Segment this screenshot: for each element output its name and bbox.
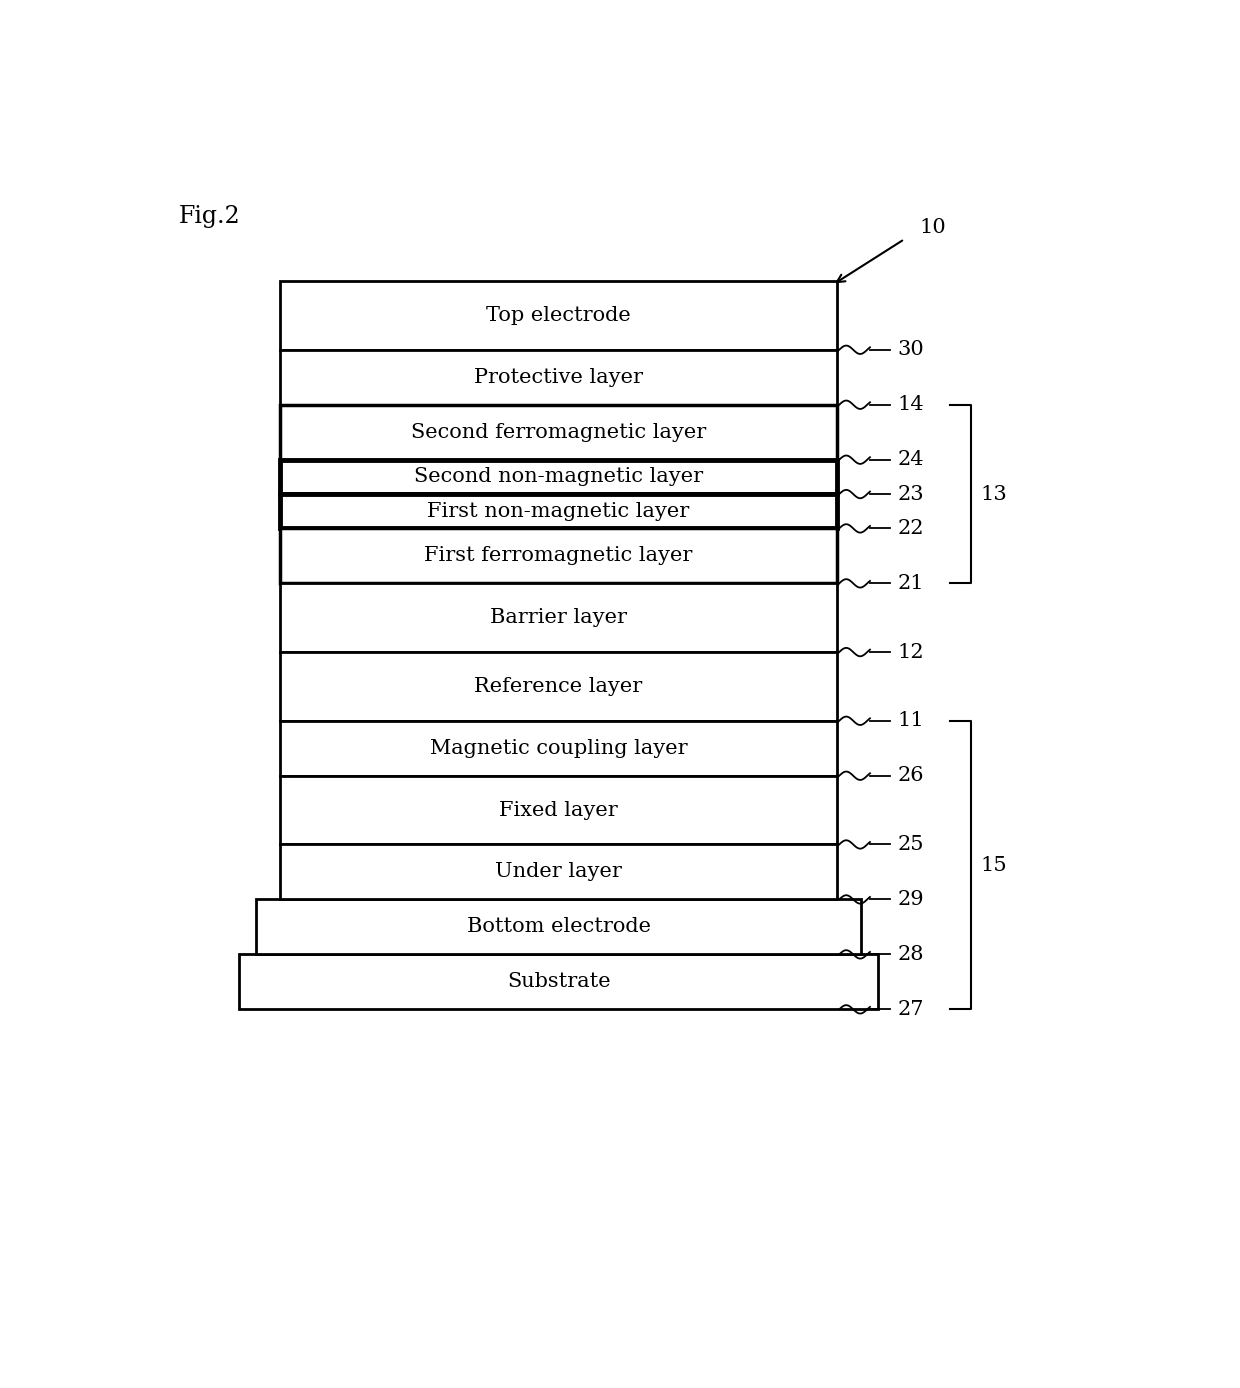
Text: Second non-magnetic layer: Second non-magnetic layer xyxy=(414,468,703,486)
Bar xyxy=(280,494,837,529)
Text: 21: 21 xyxy=(898,573,925,593)
Text: Top electrode: Top electrode xyxy=(486,305,631,325)
Text: Fig.2: Fig.2 xyxy=(179,204,241,228)
Text: 30: 30 xyxy=(898,340,925,359)
Bar xyxy=(280,529,837,583)
Text: First ferromagnetic layer: First ferromagnetic layer xyxy=(424,547,693,565)
Text: 22: 22 xyxy=(898,519,924,539)
Bar xyxy=(280,776,837,844)
Text: 26: 26 xyxy=(898,766,924,786)
Text: Bottom electrode: Bottom electrode xyxy=(466,917,651,937)
Text: 11: 11 xyxy=(898,711,925,730)
Bar xyxy=(280,720,837,776)
Text: 24: 24 xyxy=(898,450,924,469)
Text: 25: 25 xyxy=(898,836,924,854)
Text: 27: 27 xyxy=(898,999,924,1019)
Text: 29: 29 xyxy=(898,890,925,909)
Text: Barrier layer: Barrier layer xyxy=(490,608,627,627)
Text: 12: 12 xyxy=(898,643,925,662)
Text: 10: 10 xyxy=(919,218,946,237)
Text: 15: 15 xyxy=(981,855,1007,874)
Bar xyxy=(280,282,837,350)
Bar xyxy=(280,583,837,652)
Text: Protective layer: Protective layer xyxy=(474,368,644,387)
Bar xyxy=(239,955,878,1009)
Bar xyxy=(280,350,837,405)
Text: Second ferromagnetic layer: Second ferromagnetic layer xyxy=(410,423,707,441)
Text: Substrate: Substrate xyxy=(507,973,610,991)
Bar xyxy=(280,459,837,494)
Text: 13: 13 xyxy=(981,484,1007,504)
Bar xyxy=(255,899,862,955)
Text: Reference layer: Reference layer xyxy=(475,677,642,695)
Text: 23: 23 xyxy=(898,484,925,504)
Text: 28: 28 xyxy=(898,945,924,963)
Text: Fixed layer: Fixed layer xyxy=(500,801,618,819)
Text: First non-magnetic layer: First non-magnetic layer xyxy=(428,501,689,520)
Text: 14: 14 xyxy=(898,396,925,414)
Bar xyxy=(280,652,837,720)
Bar xyxy=(280,405,837,459)
Text: Under layer: Under layer xyxy=(495,862,622,881)
Bar xyxy=(280,844,837,899)
Text: Magnetic coupling layer: Magnetic coupling layer xyxy=(430,738,687,758)
